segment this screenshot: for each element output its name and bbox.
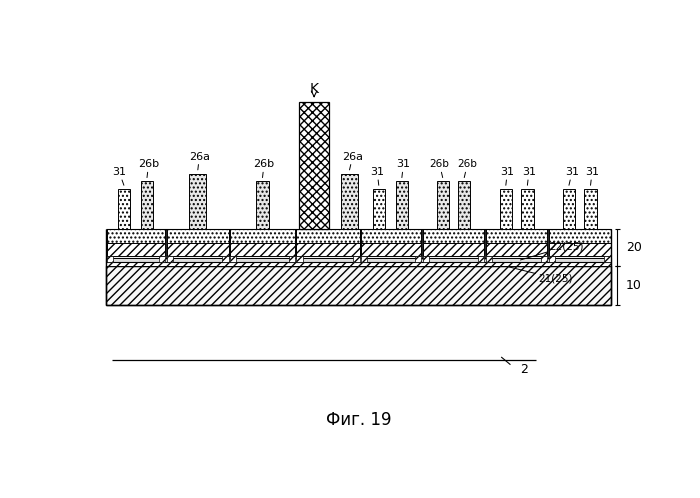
Bar — [341, 174, 358, 229]
Text: 22(25): 22(25) — [520, 241, 584, 260]
Bar — [230, 256, 237, 261]
Text: 26b: 26b — [457, 159, 477, 178]
Bar — [141, 181, 153, 229]
Text: 26b: 26b — [430, 159, 449, 178]
Text: 31: 31 — [396, 159, 410, 178]
Bar — [361, 243, 421, 256]
Bar — [584, 189, 596, 229]
Bar — [223, 256, 229, 261]
Bar — [415, 256, 421, 261]
Bar — [522, 189, 533, 229]
Bar — [296, 243, 360, 256]
Bar — [423, 229, 484, 243]
Bar — [296, 229, 360, 243]
Bar — [361, 229, 421, 243]
Text: 2: 2 — [520, 363, 528, 376]
Bar — [500, 189, 512, 229]
Text: 26b: 26b — [138, 159, 159, 178]
Text: 26a: 26a — [342, 152, 363, 170]
Bar — [423, 256, 429, 261]
Bar — [423, 243, 484, 256]
Bar — [167, 256, 173, 261]
Bar — [604, 256, 610, 261]
Bar — [296, 256, 302, 261]
Text: 21(25): 21(25) — [509, 267, 573, 283]
Text: 26a: 26a — [189, 152, 210, 170]
Bar — [437, 181, 449, 229]
Bar — [107, 256, 113, 261]
Bar — [167, 243, 229, 256]
Bar — [395, 181, 408, 229]
Bar — [107, 229, 165, 243]
Text: 31: 31 — [370, 167, 384, 185]
Bar — [549, 229, 610, 243]
Bar — [300, 102, 329, 229]
Bar — [486, 243, 547, 256]
Bar — [372, 189, 385, 229]
Text: 31: 31 — [565, 167, 579, 185]
Bar — [354, 256, 360, 261]
Bar — [541, 256, 547, 261]
Bar — [106, 258, 611, 262]
Bar — [549, 243, 610, 256]
Bar — [106, 261, 611, 266]
Text: 31: 31 — [500, 167, 514, 185]
Text: 10: 10 — [626, 279, 642, 292]
Text: K: K — [309, 82, 318, 96]
Bar — [160, 256, 165, 261]
Bar — [486, 256, 492, 261]
Bar — [288, 256, 295, 261]
Bar — [106, 266, 611, 305]
Bar — [167, 229, 229, 243]
Bar — [118, 189, 130, 229]
Bar — [486, 229, 547, 243]
Bar — [189, 174, 206, 229]
Text: 26b: 26b — [253, 159, 274, 178]
Bar — [107, 243, 165, 256]
Text: 31: 31 — [522, 167, 536, 185]
Text: 31: 31 — [585, 167, 599, 185]
Bar — [230, 243, 295, 256]
Text: Фиг. 19: Фиг. 19 — [326, 411, 391, 429]
Text: 20: 20 — [626, 241, 642, 254]
Bar — [458, 181, 470, 229]
Text: 31: 31 — [112, 167, 126, 185]
Bar — [256, 181, 269, 229]
Bar — [106, 229, 611, 256]
Bar — [361, 256, 368, 261]
Bar — [106, 258, 611, 266]
Bar — [230, 229, 295, 243]
Bar — [478, 256, 484, 261]
Bar — [563, 189, 575, 229]
Bar — [549, 256, 555, 261]
